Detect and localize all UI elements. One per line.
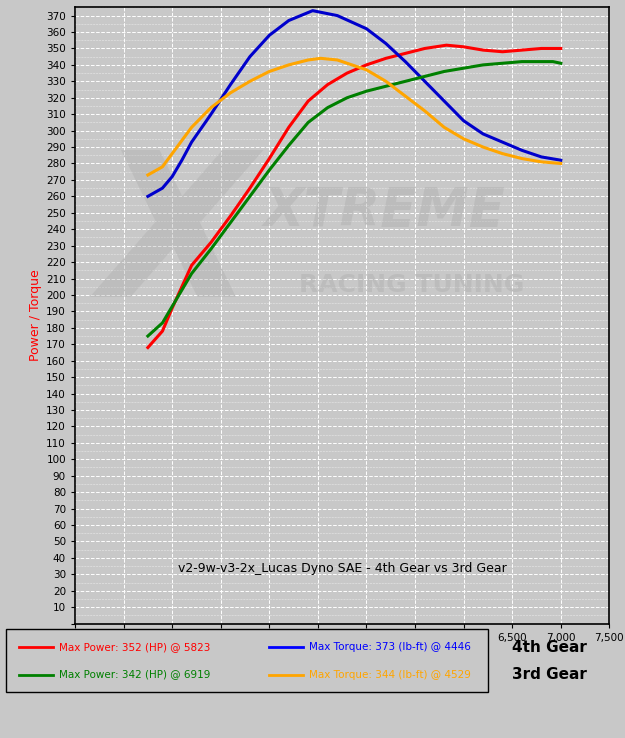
Text: X: X	[99, 144, 254, 339]
Text: Max Power: 342 (HP) @ 6919: Max Power: 342 (HP) @ 6919	[59, 669, 211, 680]
Text: Max Power: 352 (HP) @ 5823: Max Power: 352 (HP) @ 5823	[59, 642, 211, 652]
Y-axis label: Power / Torque: Power / Torque	[29, 269, 42, 362]
X-axis label: Engine Speed (RPM): Engine Speed (RPM)	[279, 646, 406, 660]
Text: v2-9w-v3-2x_Lucas Dyno SAE - 4th Gear vs 3rd Gear: v2-9w-v3-2x_Lucas Dyno SAE - 4th Gear vs…	[178, 562, 506, 575]
Text: 4th Gear: 4th Gear	[512, 640, 588, 655]
Text: XTREME: XTREME	[264, 184, 506, 237]
Text: 3rd Gear: 3rd Gear	[512, 667, 588, 682]
Text: Max Torque: 373 (lb-ft) @ 4446: Max Torque: 373 (lb-ft) @ 4446	[309, 642, 471, 652]
Text: Max Torque: 344 (lb-ft) @ 4529: Max Torque: 344 (lb-ft) @ 4529	[309, 669, 471, 680]
Text: RACING TUNING: RACING TUNING	[299, 272, 524, 297]
